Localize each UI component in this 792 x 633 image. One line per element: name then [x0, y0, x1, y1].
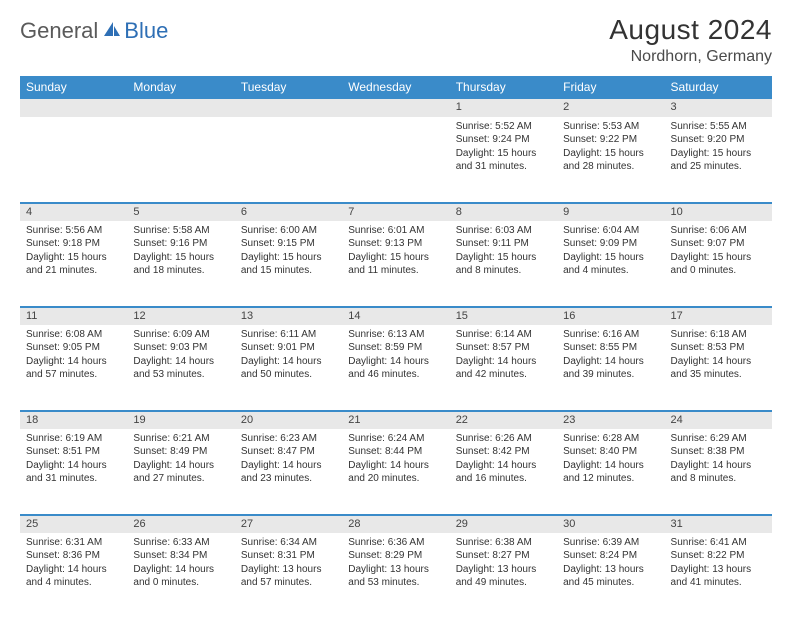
day-content-cell: Sunrise: 6:26 AMSunset: 8:42 PMDaylight:… — [450, 429, 557, 515]
day-number-cell: 10 — [665, 203, 772, 221]
calendar-page: General Blue August 2024 Nordhorn, Germa… — [0, 0, 792, 633]
day-number-cell: 4 — [20, 203, 127, 221]
day-content-cell: Sunrise: 6:00 AMSunset: 9:15 PMDaylight:… — [235, 221, 342, 307]
day-number-cell: 9 — [557, 203, 664, 221]
day-content-cell: Sunrise: 6:39 AMSunset: 8:24 PMDaylight:… — [557, 533, 664, 619]
day-number-cell — [127, 99, 234, 117]
day-number-cell: 25 — [20, 515, 127, 533]
day-number-cell: 29 — [450, 515, 557, 533]
day-content-row: Sunrise: 6:31 AMSunset: 8:36 PMDaylight:… — [20, 533, 772, 619]
day-content-cell: Sunrise: 6:13 AMSunset: 8:59 PMDaylight:… — [342, 325, 449, 411]
day-content-cell: Sunrise: 6:23 AMSunset: 8:47 PMDaylight:… — [235, 429, 342, 515]
day-number-cell: 14 — [342, 307, 449, 325]
day-header-row: Sunday Monday Tuesday Wednesday Thursday… — [20, 76, 772, 99]
day-content-cell: Sunrise: 6:08 AMSunset: 9:05 PMDaylight:… — [20, 325, 127, 411]
day-number-cell: 22 — [450, 411, 557, 429]
day-number-cell: 7 — [342, 203, 449, 221]
day-content-cell: Sunrise: 6:29 AMSunset: 8:38 PMDaylight:… — [665, 429, 772, 515]
day-content-row: Sunrise: 6:19 AMSunset: 8:51 PMDaylight:… — [20, 429, 772, 515]
day-content-cell: Sunrise: 6:34 AMSunset: 8:31 PMDaylight:… — [235, 533, 342, 619]
day-number-cell — [342, 99, 449, 117]
logo-text-general: General — [20, 18, 98, 44]
day-content-row: Sunrise: 5:52 AMSunset: 9:24 PMDaylight:… — [20, 117, 772, 203]
day-number-cell: 11 — [20, 307, 127, 325]
day-content-cell: Sunrise: 6:04 AMSunset: 9:09 PMDaylight:… — [557, 221, 664, 307]
day-header: Monday — [127, 76, 234, 99]
day-number-cell: 3 — [665, 99, 772, 117]
day-content-cell: Sunrise: 6:14 AMSunset: 8:57 PMDaylight:… — [450, 325, 557, 411]
day-content-cell: Sunrise: 5:52 AMSunset: 9:24 PMDaylight:… — [450, 117, 557, 203]
logo-sail-icon — [102, 20, 122, 43]
day-header: Wednesday — [342, 76, 449, 99]
day-number-row: 25262728293031 — [20, 515, 772, 533]
day-number-cell: 18 — [20, 411, 127, 429]
day-number-row: 45678910 — [20, 203, 772, 221]
day-content-cell — [235, 117, 342, 203]
calendar-table: Sunday Monday Tuesday Wednesday Thursday… — [20, 76, 772, 619]
day-number-cell: 17 — [665, 307, 772, 325]
day-number-cell: 16 — [557, 307, 664, 325]
day-content-cell: Sunrise: 5:56 AMSunset: 9:18 PMDaylight:… — [20, 221, 127, 307]
day-content-cell: Sunrise: 5:53 AMSunset: 9:22 PMDaylight:… — [557, 117, 664, 203]
day-content-cell: Sunrise: 6:16 AMSunset: 8:55 PMDaylight:… — [557, 325, 664, 411]
day-content-row: Sunrise: 5:56 AMSunset: 9:18 PMDaylight:… — [20, 221, 772, 307]
day-number-cell: 8 — [450, 203, 557, 221]
day-number-cell: 24 — [665, 411, 772, 429]
day-content-cell: Sunrise: 6:03 AMSunset: 9:11 PMDaylight:… — [450, 221, 557, 307]
day-content-row: Sunrise: 6:08 AMSunset: 9:05 PMDaylight:… — [20, 325, 772, 411]
day-content-cell — [127, 117, 234, 203]
day-number-cell: 1 — [450, 99, 557, 117]
day-number-cell: 21 — [342, 411, 449, 429]
day-number-cell: 30 — [557, 515, 664, 533]
day-content-cell: Sunrise: 6:09 AMSunset: 9:03 PMDaylight:… — [127, 325, 234, 411]
day-number-row: 123 — [20, 99, 772, 117]
day-content-cell: Sunrise: 6:24 AMSunset: 8:44 PMDaylight:… — [342, 429, 449, 515]
day-number-row: 11121314151617 — [20, 307, 772, 325]
day-number-cell: 12 — [127, 307, 234, 325]
day-number-cell: 19 — [127, 411, 234, 429]
page-title: August 2024 — [609, 14, 772, 46]
day-number-cell: 28 — [342, 515, 449, 533]
header: General Blue August 2024 Nordhorn, Germa… — [20, 14, 772, 66]
day-number-row: 18192021222324 — [20, 411, 772, 429]
day-content-cell: Sunrise: 5:55 AMSunset: 9:20 PMDaylight:… — [665, 117, 772, 203]
day-content-cell: Sunrise: 6:19 AMSunset: 8:51 PMDaylight:… — [20, 429, 127, 515]
day-content-cell: Sunrise: 6:33 AMSunset: 8:34 PMDaylight:… — [127, 533, 234, 619]
day-content-cell: Sunrise: 6:38 AMSunset: 8:27 PMDaylight:… — [450, 533, 557, 619]
day-number-cell: 23 — [557, 411, 664, 429]
day-content-cell: Sunrise: 6:31 AMSunset: 8:36 PMDaylight:… — [20, 533, 127, 619]
day-content-cell — [20, 117, 127, 203]
day-number-cell: 26 — [127, 515, 234, 533]
day-content-cell: Sunrise: 5:58 AMSunset: 9:16 PMDaylight:… — [127, 221, 234, 307]
day-header: Tuesday — [235, 76, 342, 99]
day-number-cell: 27 — [235, 515, 342, 533]
day-content-cell: Sunrise: 6:11 AMSunset: 9:01 PMDaylight:… — [235, 325, 342, 411]
day-number-cell — [20, 99, 127, 117]
day-number-cell: 15 — [450, 307, 557, 325]
day-number-cell — [235, 99, 342, 117]
day-content-cell: Sunrise: 6:21 AMSunset: 8:49 PMDaylight:… — [127, 429, 234, 515]
day-number-cell: 6 — [235, 203, 342, 221]
title-block: August 2024 Nordhorn, Germany — [609, 14, 772, 66]
location-text: Nordhorn, Germany — [609, 48, 772, 66]
day-content-cell — [342, 117, 449, 203]
day-header: Sunday — [20, 76, 127, 99]
day-header: Thursday — [450, 76, 557, 99]
logo: General Blue — [20, 18, 168, 44]
day-content-cell: Sunrise: 6:01 AMSunset: 9:13 PMDaylight:… — [342, 221, 449, 307]
day-number-cell: 31 — [665, 515, 772, 533]
day-content-cell: Sunrise: 6:36 AMSunset: 8:29 PMDaylight:… — [342, 533, 449, 619]
day-header: Saturday — [665, 76, 772, 99]
day-number-cell: 2 — [557, 99, 664, 117]
day-number-cell: 13 — [235, 307, 342, 325]
day-number-cell: 20 — [235, 411, 342, 429]
day-content-cell: Sunrise: 6:41 AMSunset: 8:22 PMDaylight:… — [665, 533, 772, 619]
day-content-cell: Sunrise: 6:06 AMSunset: 9:07 PMDaylight:… — [665, 221, 772, 307]
day-content-cell: Sunrise: 6:28 AMSunset: 8:40 PMDaylight:… — [557, 429, 664, 515]
day-header: Friday — [557, 76, 664, 99]
day-content-cell: Sunrise: 6:18 AMSunset: 8:53 PMDaylight:… — [665, 325, 772, 411]
logo-text-blue: Blue — [124, 18, 168, 44]
day-number-cell: 5 — [127, 203, 234, 221]
